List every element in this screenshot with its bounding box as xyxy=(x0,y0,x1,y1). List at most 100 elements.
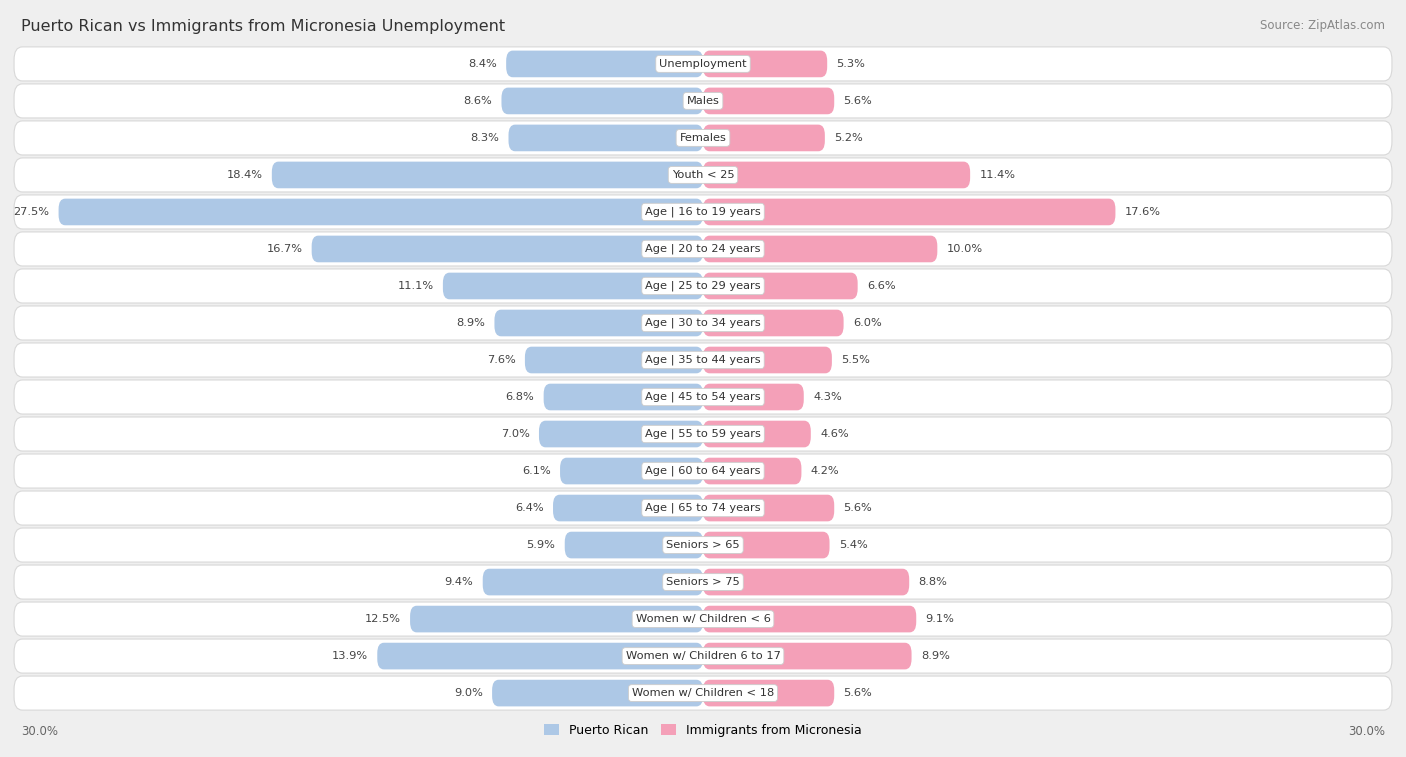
Text: 9.0%: 9.0% xyxy=(454,688,482,698)
FancyBboxPatch shape xyxy=(524,347,703,373)
Text: 8.6%: 8.6% xyxy=(464,96,492,106)
FancyBboxPatch shape xyxy=(312,235,703,262)
FancyBboxPatch shape xyxy=(703,531,830,559)
Text: 8.4%: 8.4% xyxy=(468,59,496,69)
Text: 8.8%: 8.8% xyxy=(918,577,948,587)
Text: 5.6%: 5.6% xyxy=(844,503,872,513)
FancyBboxPatch shape xyxy=(703,310,844,336)
Text: 4.6%: 4.6% xyxy=(820,429,849,439)
FancyBboxPatch shape xyxy=(14,343,1392,377)
Text: Source: ZipAtlas.com: Source: ZipAtlas.com xyxy=(1260,19,1385,32)
Text: 5.6%: 5.6% xyxy=(844,688,872,698)
Text: 5.6%: 5.6% xyxy=(844,96,872,106)
FancyBboxPatch shape xyxy=(703,235,938,262)
FancyBboxPatch shape xyxy=(377,643,703,669)
Text: Age | 60 to 64 years: Age | 60 to 64 years xyxy=(645,466,761,476)
Text: Puerto Rican vs Immigrants from Micronesia Unemployment: Puerto Rican vs Immigrants from Micrones… xyxy=(21,19,505,34)
FancyBboxPatch shape xyxy=(14,676,1392,710)
Text: 8.9%: 8.9% xyxy=(456,318,485,328)
Legend: Puerto Rican, Immigrants from Micronesia: Puerto Rican, Immigrants from Micronesia xyxy=(538,719,868,742)
FancyBboxPatch shape xyxy=(14,602,1392,636)
Text: 5.4%: 5.4% xyxy=(839,540,868,550)
FancyBboxPatch shape xyxy=(703,421,811,447)
Text: 7.6%: 7.6% xyxy=(486,355,516,365)
FancyBboxPatch shape xyxy=(544,384,703,410)
Text: Age | 30 to 34 years: Age | 30 to 34 years xyxy=(645,318,761,329)
FancyBboxPatch shape xyxy=(703,495,834,522)
FancyBboxPatch shape xyxy=(509,125,703,151)
Text: 18.4%: 18.4% xyxy=(226,170,263,180)
FancyBboxPatch shape xyxy=(703,198,1115,226)
FancyBboxPatch shape xyxy=(14,121,1392,155)
FancyBboxPatch shape xyxy=(553,495,703,522)
FancyBboxPatch shape xyxy=(271,162,703,188)
Text: 9.4%: 9.4% xyxy=(444,577,474,587)
FancyBboxPatch shape xyxy=(14,639,1392,673)
Text: 5.9%: 5.9% xyxy=(526,540,555,550)
Text: 4.2%: 4.2% xyxy=(811,466,839,476)
FancyBboxPatch shape xyxy=(411,606,703,632)
FancyBboxPatch shape xyxy=(14,84,1392,118)
Text: 10.0%: 10.0% xyxy=(946,244,983,254)
Text: Age | 35 to 44 years: Age | 35 to 44 years xyxy=(645,355,761,365)
Text: 6.0%: 6.0% xyxy=(853,318,882,328)
Text: 11.4%: 11.4% xyxy=(980,170,1015,180)
FancyBboxPatch shape xyxy=(14,491,1392,525)
FancyBboxPatch shape xyxy=(482,569,703,595)
Text: 30.0%: 30.0% xyxy=(1348,725,1385,738)
Text: 17.6%: 17.6% xyxy=(1125,207,1161,217)
Text: 9.1%: 9.1% xyxy=(925,614,955,624)
FancyBboxPatch shape xyxy=(14,454,1392,488)
Text: Age | 20 to 24 years: Age | 20 to 24 years xyxy=(645,244,761,254)
Text: 4.3%: 4.3% xyxy=(813,392,842,402)
FancyBboxPatch shape xyxy=(14,47,1392,81)
FancyBboxPatch shape xyxy=(703,51,827,77)
Text: Women w/ Children < 6: Women w/ Children < 6 xyxy=(636,614,770,624)
Text: 6.4%: 6.4% xyxy=(515,503,544,513)
Text: 27.5%: 27.5% xyxy=(13,207,49,217)
FancyBboxPatch shape xyxy=(14,565,1392,599)
FancyBboxPatch shape xyxy=(14,380,1392,414)
FancyBboxPatch shape xyxy=(506,51,703,77)
Text: 6.8%: 6.8% xyxy=(506,392,534,402)
FancyBboxPatch shape xyxy=(14,158,1392,192)
Text: 13.9%: 13.9% xyxy=(332,651,368,661)
FancyBboxPatch shape xyxy=(59,198,703,226)
Text: Age | 25 to 29 years: Age | 25 to 29 years xyxy=(645,281,761,291)
Text: 6.6%: 6.6% xyxy=(868,281,896,291)
Text: 5.3%: 5.3% xyxy=(837,59,866,69)
FancyBboxPatch shape xyxy=(703,680,834,706)
FancyBboxPatch shape xyxy=(703,458,801,484)
Text: Seniors > 65: Seniors > 65 xyxy=(666,540,740,550)
Text: Unemployment: Unemployment xyxy=(659,59,747,69)
FancyBboxPatch shape xyxy=(565,531,703,559)
Text: 8.3%: 8.3% xyxy=(470,133,499,143)
FancyBboxPatch shape xyxy=(703,88,834,114)
Text: 8.9%: 8.9% xyxy=(921,651,950,661)
Text: Youth < 25: Youth < 25 xyxy=(672,170,734,180)
Text: 16.7%: 16.7% xyxy=(266,244,302,254)
Text: Women w/ Children < 18: Women w/ Children < 18 xyxy=(631,688,775,698)
FancyBboxPatch shape xyxy=(703,569,910,595)
FancyBboxPatch shape xyxy=(14,528,1392,562)
Text: 12.5%: 12.5% xyxy=(364,614,401,624)
Text: Women w/ Children 6 to 17: Women w/ Children 6 to 17 xyxy=(626,651,780,661)
FancyBboxPatch shape xyxy=(703,125,825,151)
FancyBboxPatch shape xyxy=(14,417,1392,451)
Text: 5.5%: 5.5% xyxy=(841,355,870,365)
Text: Age | 65 to 74 years: Age | 65 to 74 years xyxy=(645,503,761,513)
Text: Males: Males xyxy=(686,96,720,106)
FancyBboxPatch shape xyxy=(14,232,1392,266)
FancyBboxPatch shape xyxy=(703,643,911,669)
Text: 6.1%: 6.1% xyxy=(522,466,551,476)
FancyBboxPatch shape xyxy=(538,421,703,447)
Text: Age | 16 to 19 years: Age | 16 to 19 years xyxy=(645,207,761,217)
FancyBboxPatch shape xyxy=(495,310,703,336)
Text: 11.1%: 11.1% xyxy=(398,281,433,291)
FancyBboxPatch shape xyxy=(14,195,1392,229)
FancyBboxPatch shape xyxy=(14,306,1392,340)
FancyBboxPatch shape xyxy=(703,384,804,410)
FancyBboxPatch shape xyxy=(703,273,858,299)
Text: 30.0%: 30.0% xyxy=(21,725,58,738)
FancyBboxPatch shape xyxy=(703,162,970,188)
